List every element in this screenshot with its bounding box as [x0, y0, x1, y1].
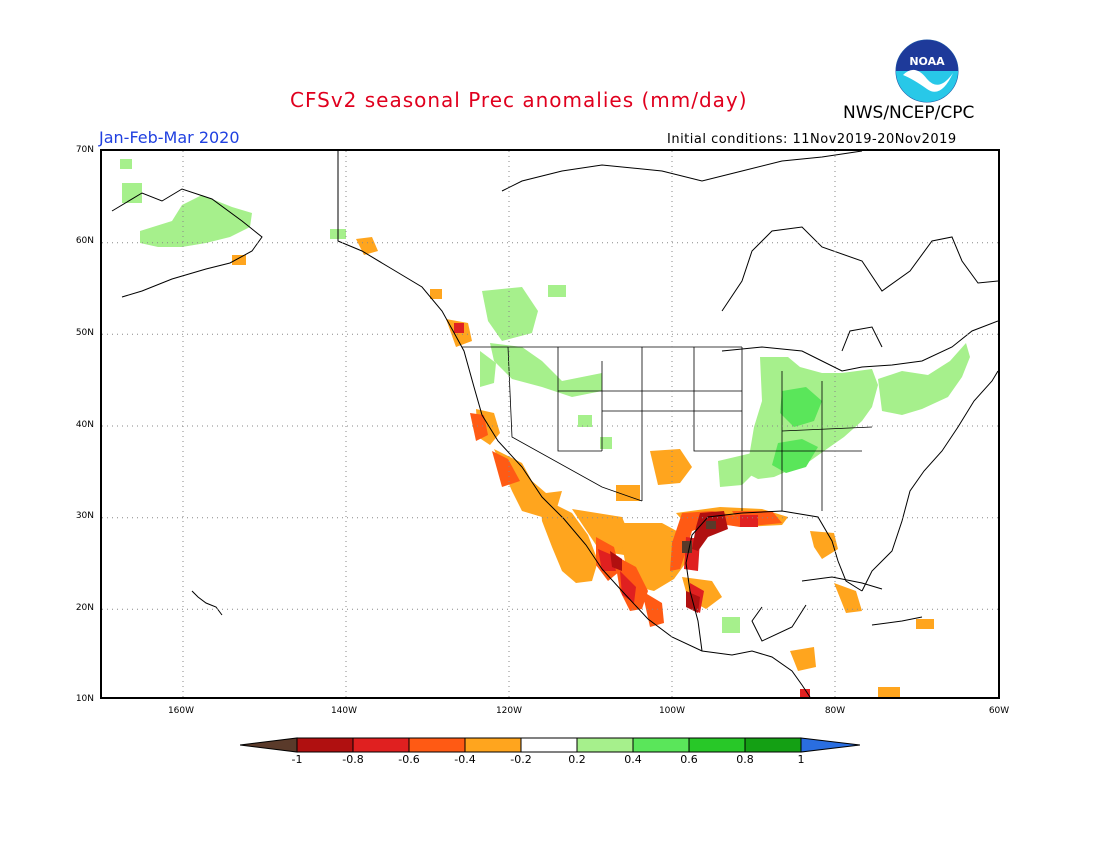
lon-label: 140W: [330, 706, 358, 716]
colorbar-tick: 0.6: [680, 753, 698, 766]
lat-label: 20N: [75, 603, 94, 613]
colorbar-segment: [520, 737, 578, 753]
lat-label: 10N: [75, 694, 94, 704]
colorbar-segment: [800, 737, 860, 753]
colorbar-tick: 1: [797, 753, 805, 766]
lat-label: 60N: [75, 236, 94, 246]
colorbar: [240, 737, 860, 753]
lat-label: 30N: [75, 511, 94, 521]
colorbar-segment: [352, 737, 410, 753]
colorbar-tick: -0.6: [398, 753, 420, 766]
colorbar-tick: -1: [291, 753, 303, 766]
colorbar-tick: -0.2: [510, 753, 532, 766]
colorbar-segment: [240, 737, 298, 753]
colorbar-tick: 0.4: [624, 753, 642, 766]
initial-conditions-label: Initial conditions: 11Nov2019-20Nov2019: [667, 132, 957, 147]
colorbar-segment: [632, 737, 690, 753]
colorbar-segment: [576, 737, 634, 753]
noaa-logo: NOAA: [895, 39, 959, 103]
lat-label: 40N: [75, 420, 94, 430]
colorbar-segment: [296, 737, 354, 753]
lat-label: 70N: [75, 145, 94, 155]
colorbar-tick: -0.8: [342, 753, 364, 766]
grid-lines: [102, 151, 998, 697]
lon-label: 60W: [988, 706, 1010, 716]
lon-label: 80W: [824, 706, 846, 716]
anomaly-map: [100, 149, 1000, 699]
lat-label: 50N: [75, 328, 94, 338]
agency-label: NWS/NCEP/CPC: [843, 103, 975, 123]
map-title: CFSv2 seasonal Prec anomalies (mm/day): [290, 88, 748, 112]
lon-label: 160W: [167, 706, 195, 716]
season-label: Jan-Feb-Mar 2020: [99, 128, 240, 147]
lon-label: 120W: [495, 706, 523, 716]
colorbar-tick: 0.2: [568, 753, 586, 766]
colorbar-tick: -0.4: [454, 753, 476, 766]
colorbar-segment: [688, 737, 746, 753]
colorbar-segment: [408, 737, 466, 753]
colorbar-segment: [464, 737, 522, 753]
anomaly-shading: [120, 159, 970, 697]
colorbar-tick: 0.8: [736, 753, 754, 766]
lon-label: 100W: [658, 706, 686, 716]
map-canvas: [102, 151, 998, 697]
colorbar-segment: [744, 737, 802, 753]
coastlines: [111, 151, 998, 697]
noaa-logo-text: NOAA: [909, 55, 945, 68]
